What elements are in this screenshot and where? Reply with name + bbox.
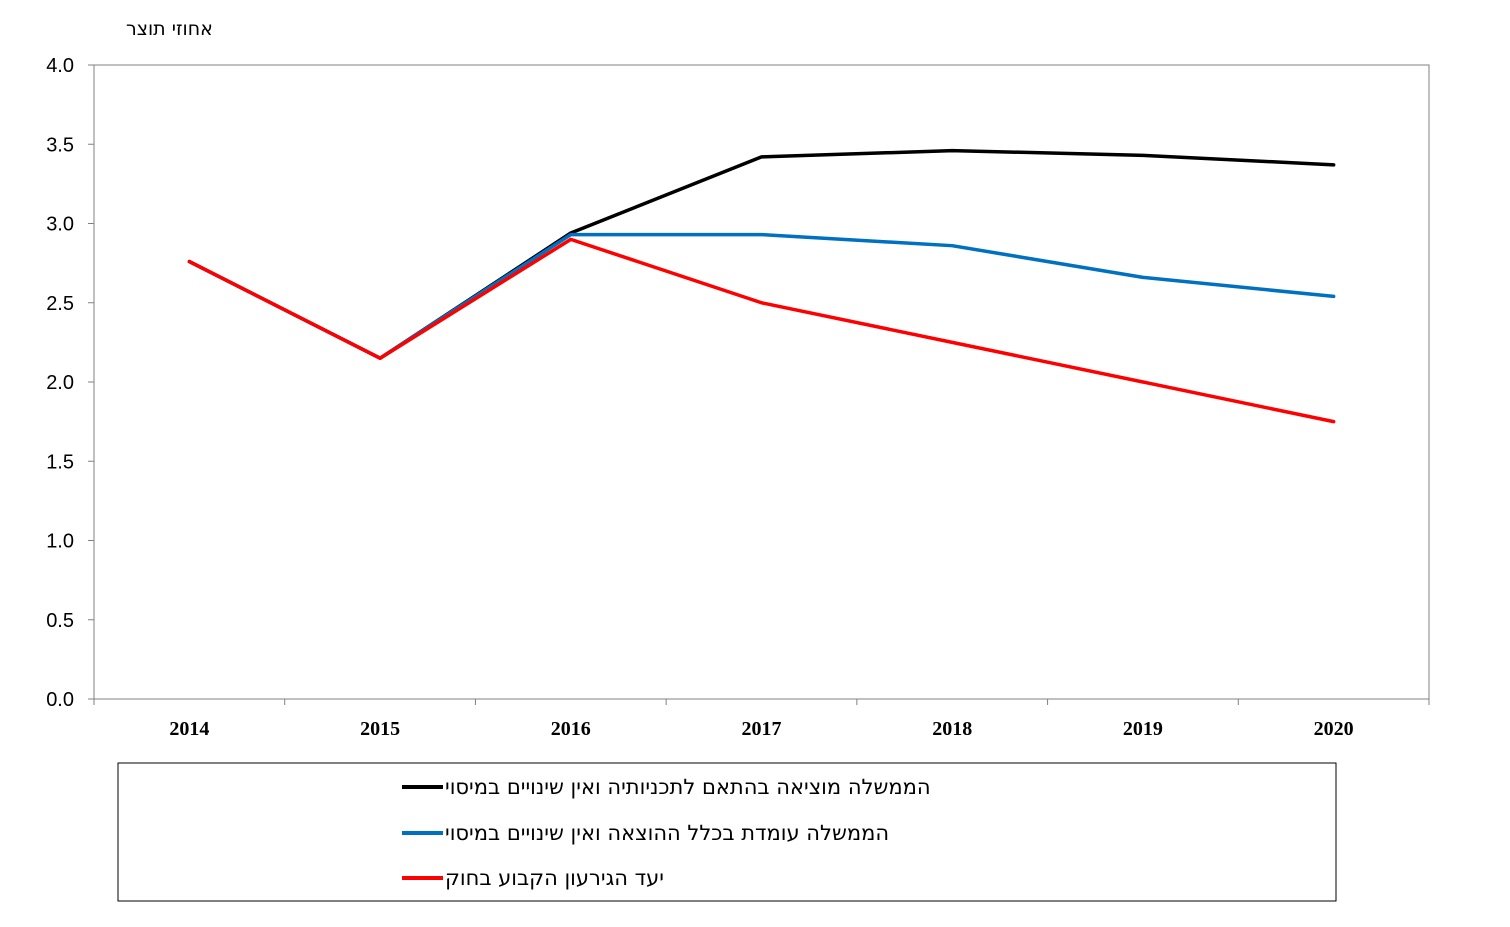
x-tick-label: 2018 (932, 718, 972, 740)
x-axis: 2014 2015 2016 2017 2018 2019 2020 (93, 698, 1430, 740)
plot-area (93, 64, 1430, 700)
y-axis: 0.0 0.5 1.0 1.5 2.0 2.5 3.0 3.5 4.0 (46, 55, 95, 711)
y-tick-label: 1.5 (46, 451, 74, 473)
y-axis-label: אחוזי תוצר (126, 18, 213, 40)
x-tick-label: 2020 (1314, 718, 1354, 740)
y-tick-label: 0.5 (46, 610, 74, 632)
legend-label-0: הממשלה מוציאה בהתאם לתכניותיה ואין שינוי… (445, 775, 931, 799)
x-tick-label: 2015 (360, 718, 400, 740)
x-tick-label: 2016 (551, 718, 591, 740)
x-tick-label: 2017 (742, 718, 782, 740)
series-line-2 (187, 237, 1336, 424)
y-tick-label: 2.5 (46, 293, 74, 315)
legend: הממשלה מוציאה בהתאם לתכניותיה ואין שינוי… (117, 762, 1337, 902)
legend-label-2: יעד הגירעון הקבוע בחוק (445, 866, 664, 890)
y-tick-label: 3.5 (46, 134, 74, 156)
y-tick-label: 3.0 (46, 214, 74, 236)
y-tick-label: 0.0 (46, 689, 74, 711)
legend-label-1: הממשלה עומדת בכלל ההוצאה ואין שינויים במ… (445, 821, 889, 845)
y-tick-label: 2.0 (46, 372, 74, 394)
series-layer (187, 148, 1336, 424)
x-tick-label: 2014 (169, 718, 209, 740)
x-tick-label: 2019 (1123, 718, 1163, 740)
y-tick-label: 1.0 (46, 531, 74, 553)
y-tick-label: 4.0 (46, 55, 74, 77)
legend-box (117, 762, 1337, 902)
